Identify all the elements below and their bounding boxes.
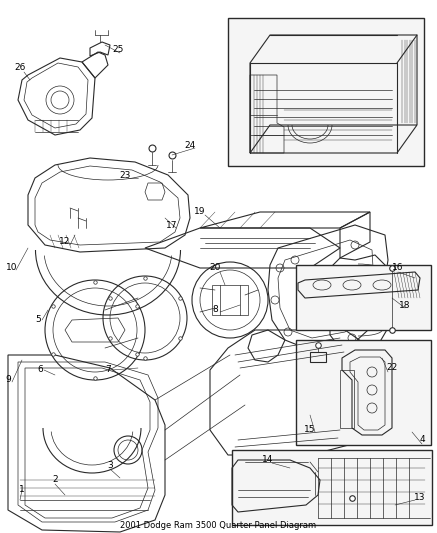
Text: 6: 6 bbox=[37, 366, 43, 375]
Text: 15: 15 bbox=[304, 425, 316, 434]
FancyBboxPatch shape bbox=[232, 450, 432, 525]
Text: 23: 23 bbox=[119, 171, 131, 180]
Text: 5: 5 bbox=[35, 316, 41, 325]
Text: 2: 2 bbox=[52, 475, 58, 484]
Text: 10: 10 bbox=[6, 263, 18, 272]
Text: 18: 18 bbox=[399, 301, 411, 310]
FancyBboxPatch shape bbox=[296, 340, 431, 445]
Text: 4: 4 bbox=[419, 435, 425, 445]
FancyBboxPatch shape bbox=[296, 265, 431, 330]
Text: 9: 9 bbox=[5, 376, 11, 384]
Text: 19: 19 bbox=[194, 207, 206, 216]
Text: 12: 12 bbox=[59, 238, 71, 246]
Text: 3: 3 bbox=[107, 461, 113, 470]
Text: 17: 17 bbox=[166, 221, 178, 230]
Text: 20: 20 bbox=[209, 263, 221, 272]
Text: 16: 16 bbox=[392, 263, 404, 272]
Text: 24: 24 bbox=[184, 141, 196, 149]
Text: 25: 25 bbox=[112, 45, 124, 54]
Text: 22: 22 bbox=[386, 364, 398, 373]
Text: 13: 13 bbox=[414, 494, 426, 503]
FancyBboxPatch shape bbox=[228, 18, 424, 166]
Text: 26: 26 bbox=[14, 63, 26, 72]
Text: 7: 7 bbox=[105, 366, 111, 375]
Text: 8: 8 bbox=[212, 305, 218, 314]
Text: 1: 1 bbox=[19, 486, 25, 495]
Text: 2001 Dodge Ram 3500 Quarter Panel Diagram: 2001 Dodge Ram 3500 Quarter Panel Diagra… bbox=[120, 521, 316, 529]
Text: 14: 14 bbox=[262, 456, 274, 464]
